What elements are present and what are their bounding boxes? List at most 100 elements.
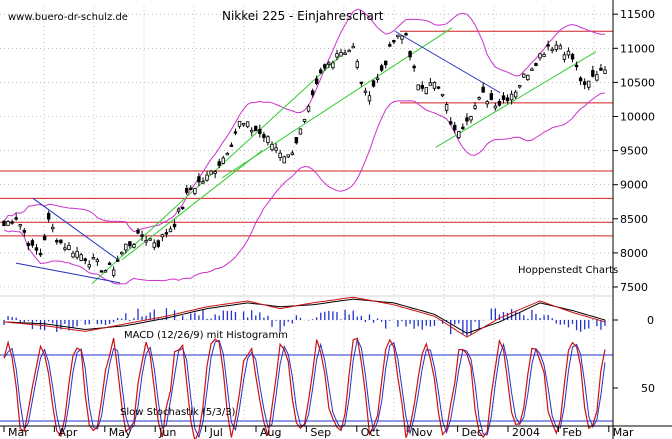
candle-body (193, 188, 197, 194)
candle-body (497, 100, 502, 106)
candle-body (83, 258, 87, 262)
candle-body (384, 60, 388, 66)
candle-body (38, 252, 43, 256)
candle-body (570, 54, 575, 60)
candle-body (331, 62, 335, 69)
candle-body (473, 105, 477, 109)
candle-body (530, 68, 534, 71)
candle-body (270, 143, 274, 151)
candle-body (392, 39, 396, 43)
month-tick-label: Mar (613, 426, 634, 439)
stochastic-panel (0, 337, 613, 439)
candle-body (379, 65, 384, 71)
candle-body (46, 212, 51, 220)
candle-body (221, 157, 225, 164)
price-tick-label: 8500 (620, 213, 648, 226)
month-tick-label: Feb (562, 426, 581, 439)
watermark: www.buero-dr-schulz.de (8, 12, 128, 23)
candle-body (233, 131, 238, 134)
candle-body (213, 171, 217, 174)
candle-body (22, 229, 27, 233)
candle-body (440, 93, 445, 97)
candle-body (444, 104, 449, 111)
candle-body (501, 95, 506, 100)
candle-body (603, 69, 607, 74)
candle-body (274, 147, 278, 151)
month-tick-label: Apr (58, 426, 78, 439)
candle-body (489, 93, 493, 100)
candle-body (513, 91, 518, 98)
candle-body (51, 226, 55, 230)
candle-body (306, 105, 311, 112)
candle-body (116, 259, 120, 262)
candle-body (562, 54, 567, 60)
candle-body (481, 86, 485, 93)
candle-body (95, 259, 100, 263)
candle-body (282, 156, 286, 164)
candle-body (197, 176, 201, 183)
candle-body (290, 152, 295, 155)
candle-body (180, 206, 185, 210)
candle-body (558, 45, 563, 50)
candle-body (327, 62, 331, 65)
candle-body (518, 85, 522, 88)
candle-body (461, 126, 465, 130)
candle-body (124, 243, 128, 251)
candle-body (67, 244, 71, 250)
candle-body (164, 232, 169, 235)
candle-body (428, 82, 433, 86)
candle-body (416, 84, 420, 91)
stochastic-tick-label: 50 (641, 382, 655, 395)
candle-body (120, 251, 124, 255)
lower-band (3, 92, 606, 285)
candle-body (148, 238, 152, 241)
candle-body (477, 97, 481, 100)
month-axis-ticks: Mar Apr May Jun Jul Aug Sep Oct Nov Dec 2004 Feb Mar (3, 426, 634, 439)
month-tick-label: Mar (8, 426, 29, 439)
candle-body (294, 137, 299, 144)
candle-body (310, 90, 315, 96)
candle-body (26, 242, 31, 246)
candle-body (144, 240, 148, 243)
candle-body (396, 34, 400, 38)
candle-body (298, 128, 303, 135)
candle-body (103, 270, 108, 273)
candle-body (225, 152, 230, 156)
stochastic-k-line (3, 337, 606, 439)
candle-body (412, 65, 416, 69)
candle-body (30, 240, 35, 246)
candle-body (168, 228, 173, 233)
candle-body (534, 62, 538, 67)
candle-body (367, 95, 372, 102)
candle-body (595, 74, 599, 81)
candle-body (10, 221, 14, 224)
stochastic-label: Slow Stochastik (5/3/3) (120, 407, 236, 418)
candle-body (448, 121, 453, 125)
candle-body (574, 64, 579, 68)
source-label: Hoppenstedt Charts (518, 265, 618, 276)
candle-body (587, 80, 591, 88)
candle-body (424, 87, 429, 95)
downtrend-line-1 (32, 197, 119, 261)
price-tick-label: 9500 (620, 145, 648, 158)
price-tick-label: 10500 (620, 76, 655, 89)
candle-body (302, 119, 307, 122)
candle-body (400, 35, 404, 40)
candle-body (209, 170, 213, 175)
candle-body (550, 48, 554, 52)
candle-body (436, 86, 441, 89)
upper-band (3, 8, 606, 233)
horizontal-levels (0, 30, 613, 237)
month-tick-label: Nov (411, 426, 433, 439)
candle-body (388, 44, 392, 47)
candle-body (323, 64, 327, 69)
candle-body (339, 52, 343, 57)
candle-body (578, 77, 583, 82)
candle-body (245, 121, 250, 128)
candle-body (457, 131, 461, 138)
candle-body (469, 116, 473, 121)
candle-body (160, 234, 165, 238)
candle-body (420, 84, 424, 89)
candle-body (582, 81, 587, 85)
candle-body (408, 51, 412, 58)
